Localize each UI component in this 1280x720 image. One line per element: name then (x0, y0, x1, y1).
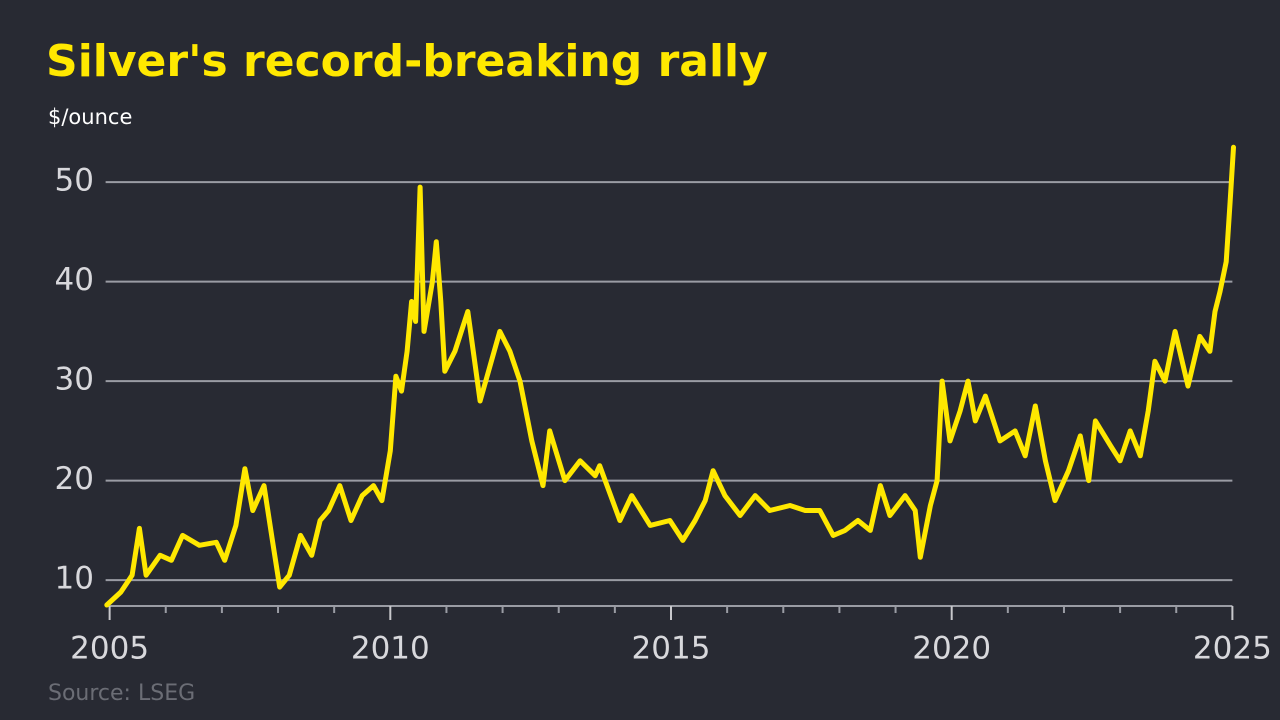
x-tick-label: 2020 (912, 631, 991, 667)
x-tick-label: 2025 (1193, 631, 1272, 667)
price-line (104, 144, 1236, 608)
x-tick-label: 2010 (351, 631, 430, 667)
y-tick-label: 40 (55, 262, 94, 298)
source-note: Source: LSEG (48, 681, 195, 706)
y-tick-label: 50 (55, 163, 94, 199)
chart-title: Silver's record-breaking rally (46, 36, 768, 87)
x-tick-label: 2015 (632, 631, 711, 667)
x-tick-label: 2005 (70, 631, 149, 667)
y-tick-label: 10 (55, 561, 94, 597)
y-tick-label: 30 (55, 362, 94, 398)
chart-subtitle: $/ounce (48, 105, 132, 129)
y-tick-label: 20 (55, 461, 94, 497)
